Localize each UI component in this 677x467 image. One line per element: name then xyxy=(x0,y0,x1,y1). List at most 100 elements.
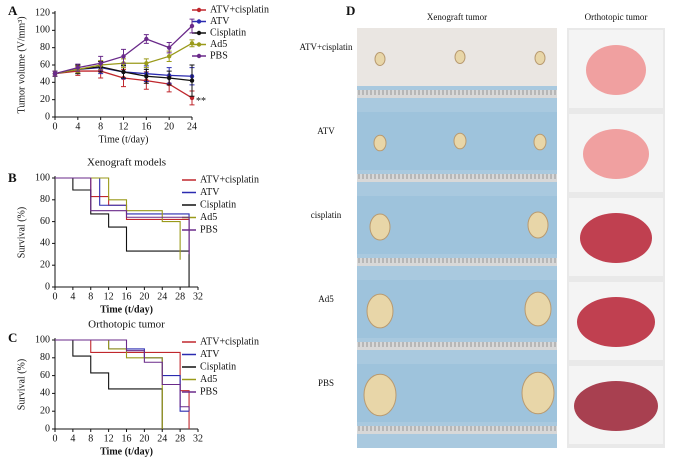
data-point xyxy=(189,41,195,46)
xenograft-tumor xyxy=(524,291,552,327)
y-tick-label: 20 xyxy=(40,259,50,270)
y-axis-label: Survival (%) xyxy=(16,359,27,410)
x-tick-label: 28 xyxy=(175,291,185,302)
x-tick-label: 12 xyxy=(119,121,129,132)
y-tick-label: 100 xyxy=(35,334,50,345)
x-tick-label: 12 xyxy=(104,433,114,444)
row-label: ATV xyxy=(317,126,335,136)
data-point xyxy=(75,65,81,70)
y-tick-label: 20 xyxy=(40,94,50,105)
xenograft-tumor xyxy=(366,293,394,329)
y-tick-label: 20 xyxy=(40,405,50,416)
survival-curve xyxy=(55,177,190,287)
x-tick-label: 8 xyxy=(88,433,93,444)
x-axis-label: Time (t/day) xyxy=(99,134,149,145)
x-axis-label: Time (t/day) xyxy=(100,446,153,457)
y-tick-label: 100 xyxy=(35,172,50,183)
xenograft-tumor xyxy=(453,132,467,150)
ruler-ticks xyxy=(358,174,556,179)
y-axis-label: Tumor volume (V/mm³) xyxy=(16,16,27,113)
legend-label: Cisplatin xyxy=(200,199,236,210)
x-tick-label: 24 xyxy=(187,121,197,132)
data-point xyxy=(52,71,58,76)
y-tick-label: 0 xyxy=(45,111,50,122)
ruler xyxy=(357,426,557,434)
xenograft-tumor xyxy=(521,371,555,415)
x-tick-label: 16 xyxy=(141,121,151,132)
x-tick-label: 20 xyxy=(139,291,149,302)
xenograft-tumor xyxy=(454,50,466,64)
y-tick-label: 60 xyxy=(40,370,50,381)
legend-marker xyxy=(196,53,202,59)
xenograft-tumor xyxy=(363,373,397,417)
legend-label: Ad5 xyxy=(210,39,227,50)
legend-label: ATV xyxy=(200,187,220,198)
orthotopic-tumor xyxy=(586,45,646,95)
survival-curve xyxy=(55,339,163,429)
photo-panel xyxy=(357,28,665,448)
y-tick-label: 0 xyxy=(45,281,50,292)
x-tick-label: 0 xyxy=(53,433,58,444)
x-tick-label: 4 xyxy=(70,433,75,444)
ruler-ticks xyxy=(358,342,556,347)
legend-label: ATV+cisplatin xyxy=(200,336,259,347)
ruler-ticks xyxy=(358,426,556,431)
panel-label: B xyxy=(8,170,17,185)
xenograft-tumor xyxy=(374,52,386,66)
x-tick-label: 16 xyxy=(122,291,132,302)
orthotopic-tumor xyxy=(580,213,652,263)
legend-label: ATV+cisplatin xyxy=(200,174,259,185)
x-tick-label: 4 xyxy=(75,121,80,132)
survival-curve xyxy=(55,339,190,412)
x-tick-label: 28 xyxy=(175,433,185,444)
x-tick-label: 32 xyxy=(193,291,203,302)
x-tick-label: 24 xyxy=(157,433,167,444)
y-tick-label: 40 xyxy=(40,77,50,88)
legend-label: PBS xyxy=(200,386,218,397)
orthotopic-tumor xyxy=(583,129,649,179)
x-tick-label: 0 xyxy=(53,121,58,132)
data-point xyxy=(189,95,195,101)
y-tick-label: 60 xyxy=(40,59,50,70)
y-tick-label: 80 xyxy=(40,352,50,363)
x-tick-label: 4 xyxy=(70,291,75,302)
legend-label: PBS xyxy=(200,224,218,235)
x-tick-label: 32 xyxy=(193,433,203,444)
y-tick-label: 80 xyxy=(40,42,50,53)
data-point xyxy=(98,61,103,66)
xenograft-tumor xyxy=(369,213,391,241)
x-tick-label: 8 xyxy=(98,121,103,132)
y-tick-label: 0 xyxy=(45,423,50,434)
ruler-ticks xyxy=(358,90,556,95)
orthotopic-tumor xyxy=(574,381,658,431)
ruler xyxy=(357,258,557,266)
legend-label: ATV xyxy=(200,349,220,360)
data-point xyxy=(144,36,149,42)
survival-curve xyxy=(55,177,190,252)
y-tick-label: 120 xyxy=(35,7,50,18)
y-tick-label: 40 xyxy=(40,238,50,249)
row-label: ATV+cisplatin xyxy=(299,42,353,52)
x-tick-label: 20 xyxy=(139,433,149,444)
data-point xyxy=(166,75,172,81)
column-header: Xenograft tumor xyxy=(427,12,487,22)
survival-curve xyxy=(55,177,190,255)
chart-title: Orthotopic tumor xyxy=(88,319,165,331)
y-tick-label: 40 xyxy=(40,388,50,399)
y-tick-label: 80 xyxy=(40,194,50,205)
x-axis-label: Time (t/day) xyxy=(100,304,153,315)
row-label: Ad5 xyxy=(318,294,334,304)
xenograft-tumor xyxy=(373,134,387,152)
legend-marker xyxy=(196,30,202,36)
orthotopic-tumor xyxy=(577,297,655,347)
x-tick-label: 16 xyxy=(122,433,132,444)
ruler xyxy=(357,342,557,350)
legend-label: Ad5 xyxy=(200,374,217,385)
survival-curve xyxy=(55,339,190,412)
legend-label: PBS xyxy=(210,50,228,61)
legend-label: ATV xyxy=(210,16,230,27)
legend-marker xyxy=(196,42,202,47)
xenograft-tumor xyxy=(533,133,547,151)
legend-label: ATV+cisplatin xyxy=(210,4,269,15)
data-point xyxy=(121,69,126,75)
